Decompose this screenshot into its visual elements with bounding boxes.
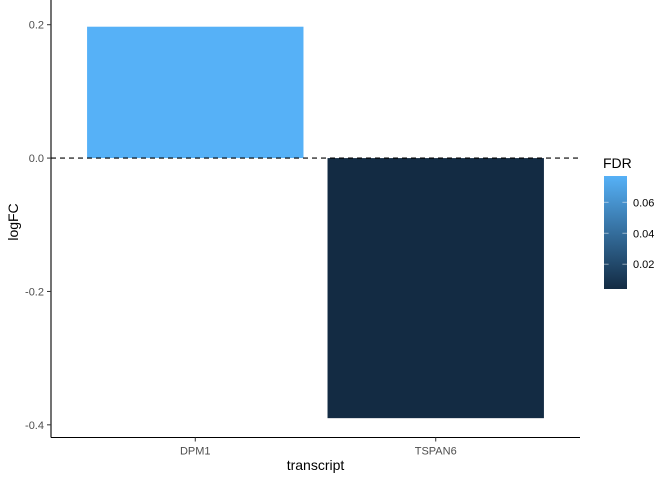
- legend-title: FDR: [603, 155, 632, 171]
- legend-tick-label: 0.06: [633, 197, 654, 209]
- x-axis-label: transcript: [287, 457, 345, 473]
- legend: FDR 0.02 0.04 0.06: [603, 155, 654, 289]
- y-tick-label: 0.2: [29, 20, 44, 32]
- bar-dpm1: [87, 26, 304, 159]
- bar-tspan6: [327, 158, 544, 419]
- x-tick-label: DPM1: [180, 446, 211, 458]
- y-axis-label: logFC: [5, 203, 21, 240]
- y-tick-label: 0.0: [29, 153, 44, 165]
- y-tick-label: -0.2: [25, 286, 44, 298]
- x-tick-label: TSPAN6: [415, 446, 457, 458]
- y-tick-label: -0.4: [25, 420, 44, 432]
- legend-colorbar: [604, 176, 627, 289]
- legend-tick-label: 0.02: [633, 259, 654, 271]
- legend-tick-label: 0.04: [633, 228, 654, 240]
